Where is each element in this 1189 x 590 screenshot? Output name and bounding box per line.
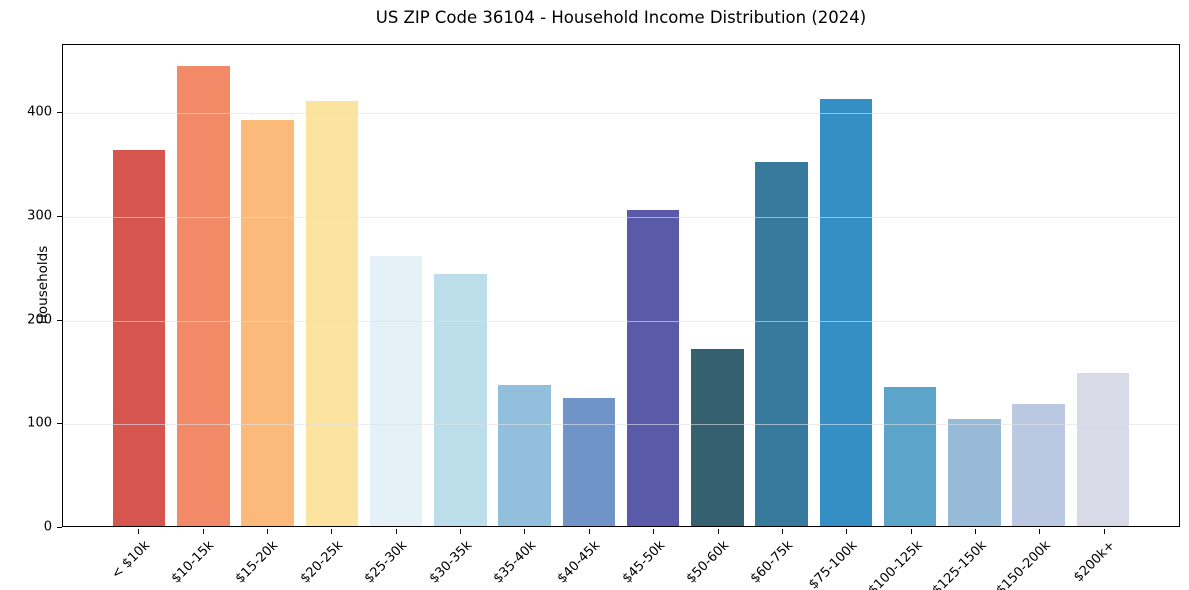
x-tick-mark [653,528,655,534]
bar-slot [364,45,428,526]
bar-slot [300,45,364,526]
x-tick-mark [202,528,204,534]
y-tick-mark-400 [57,112,62,114]
x-tick-label-$25-30k: $25-30k [361,537,411,586]
x-tick-mark [138,528,140,534]
x-tick-mark [524,528,526,534]
bar-$15-20k [241,119,294,526]
y-tick-mark-100 [57,423,62,425]
x-tick-label-$45-50k: $45-50k [619,537,668,586]
bar-slot [171,45,235,526]
x-tick-mark [1039,528,1041,534]
bar-$100-125k [883,387,937,526]
x-tick-mark [588,528,590,534]
bar-slot [236,45,300,526]
bar-$10-15k [177,65,230,526]
bar-$60-75k [755,162,808,526]
plot-area [62,44,1180,527]
y-tick-mark-300 [57,216,62,218]
y-tick-label-200: 200 [27,312,52,328]
x-tick-label-$200k+: $200k+ [1071,537,1119,585]
x-tick-label-$15-20k: $15-20k [233,537,282,586]
x-tick-mark [331,528,333,534]
y-tick-mark-0 [57,527,62,528]
x-tick-label-$100-125k: $100-125k [865,537,926,590]
bar-slot [621,45,685,526]
x-axis-ticks: < $10k $10-15k $15-20k $20-25k $25-30k $30-35… [62,528,1180,590]
bar-< $10k [112,149,166,526]
y-tick-label-400: 400 [27,104,52,120]
chart-title: US ZIP Code 36104 - Household Income Dis… [375,8,867,27]
bar-slot [107,45,171,526]
bar-$50-60k [691,348,744,526]
bar-$150-200k [1012,403,1065,526]
x-tick-label-$30-35k: $30-35k [426,537,475,586]
y-tick-label-0: 0 [43,519,52,535]
bar-$200k+ [1076,372,1130,526]
bar-$35-40k [498,385,551,526]
bar-slot [750,45,814,526]
bar-$30-35k [434,274,487,526]
x-tick-mark [1103,528,1105,534]
bar-slot [685,45,749,526]
bars-row [63,45,1179,526]
bar-$75-100k [819,99,873,526]
x-tick-label-$125-150k: $125-150k [929,537,990,590]
bar-$45-50k [626,209,680,526]
x-tick-mark [910,528,912,534]
x-tick-label-$50-60k: $50-60k [683,537,733,586]
bar-$20-25k [305,101,359,526]
bar-$25-30k [369,255,423,526]
x-tick-mark [975,528,977,534]
x-tick-label-$150-200k: $150-200k [993,537,1054,590]
bar-$125-150k [948,419,1001,526]
bar-slot [814,45,878,526]
x-tick-label-$20-25k: $20-25k [297,537,346,586]
y-tick-label-100: 100 [27,415,52,431]
x-tick-label-< $10k: < $10k [108,537,153,582]
bar-slot [1007,45,1071,526]
x-tick-mark [717,528,719,534]
x-tick-label-$75-100k: $75-100k [806,537,861,590]
x-tick-label-$35-40k: $35-40k [490,537,539,586]
x-tick-label-$40-45k: $40-45k [554,537,604,586]
bar-slot [1071,45,1135,526]
bar-slot [428,45,492,526]
x-tick-label-$10-15k: $10-15k [168,537,218,586]
x-tick-mark [395,528,397,534]
x-tick-label-$60-75k: $60-75k [748,537,797,586]
y-tick-label-300: 300 [27,208,52,224]
bar-slot [493,45,557,526]
bar-slot [878,45,942,526]
x-tick-mark [781,528,783,534]
x-tick-mark [460,528,462,534]
x-tick-mark [266,528,268,534]
y-tick-mark-200 [57,319,62,321]
x-tick-mark [846,528,848,534]
bar-slot [557,45,621,526]
bar-slot [942,45,1006,526]
bar-$40-45k [562,397,616,526]
